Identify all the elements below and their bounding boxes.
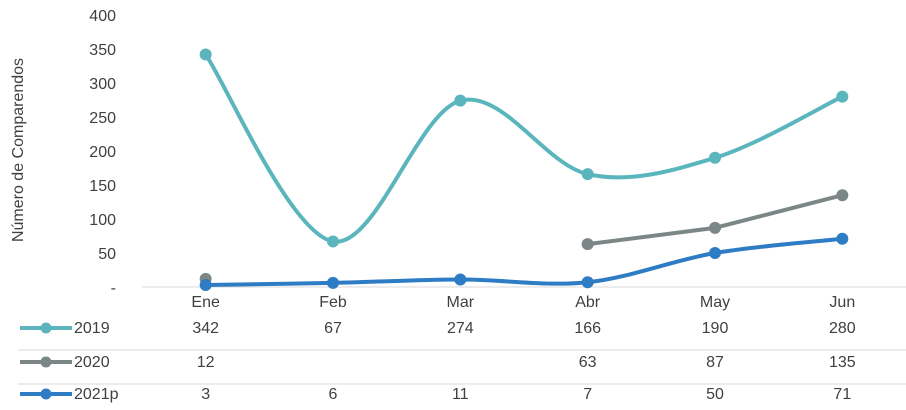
data-point-2021p (199, 278, 212, 291)
legend-label-2020: 2020 (74, 354, 110, 371)
data-label: 67 (324, 320, 342, 337)
y-tick-label: - (111, 280, 116, 297)
data-label: 190 (702, 320, 729, 337)
data-point-2021p (709, 247, 721, 259)
data-label: 135 (829, 354, 856, 371)
data-point-2019 (199, 48, 212, 61)
series-points (199, 48, 849, 291)
data-point-2020 (581, 238, 594, 251)
x-tick-label: Feb (319, 294, 347, 311)
data-point-2021p (327, 276, 339, 289)
y-tick-label: 100 (89, 212, 116, 229)
data-label: 71 (833, 386, 851, 403)
y-tick-label: 150 (89, 178, 116, 195)
series-line-2019 (203, 52, 845, 244)
data-label: 50 (706, 386, 724, 403)
y-tick-label: 350 (89, 42, 116, 59)
legend-marker-2019 (40, 322, 52, 334)
data-label: 166 (574, 320, 601, 337)
x-tick-label: Abr (575, 294, 601, 311)
legend-label-2019: 2019 (74, 320, 110, 337)
legend-label-2021p: 2021p (74, 386, 119, 403)
data-label: 280 (829, 320, 856, 337)
y-tick-label: 50 (98, 246, 116, 263)
legend-marker-2021p (40, 388, 52, 400)
data-point-2021p (454, 273, 467, 286)
data-point-2020 (709, 221, 721, 234)
data-label: 7 (583, 386, 592, 403)
data-point-2019 (709, 151, 721, 164)
data-label: 342 (192, 320, 219, 337)
y-axis: - 50 100 150 200 250 300 350 400 (89, 8, 116, 297)
y-tick-label: 400 (89, 8, 116, 25)
data-point-2021p (836, 232, 849, 245)
x-tick-label: Mar (447, 294, 475, 311)
data-label: 87 (706, 354, 724, 371)
data-point-2019 (327, 235, 339, 248)
x-axis: Ene Feb Mar Abr May Jun (142, 286, 906, 311)
data-label: 3 (201, 386, 210, 403)
x-tick-label: May (700, 294, 730, 311)
y-tick-label: 250 (89, 110, 116, 127)
series-line-2020 (585, 193, 845, 247)
x-tick-label: Jun (829, 294, 855, 311)
data-label: 12 (197, 354, 215, 371)
data-label: 274 (447, 320, 474, 337)
data-point-2019 (836, 90, 849, 103)
y-axis-title: Número de Comparendos (10, 58, 27, 242)
data-point-2020 (836, 189, 849, 202)
data-label: 6 (329, 386, 338, 403)
legend-marker-2020 (40, 356, 52, 368)
series-lines (203, 52, 845, 287)
series-line-2021p (203, 236, 845, 287)
data-point-2019 (454, 94, 467, 107)
data-point-2021p (581, 276, 594, 289)
data-point-2019 (581, 168, 594, 181)
y-tick-label: 300 (89, 76, 116, 93)
data-label: 11 (452, 386, 469, 403)
data-table-lines (18, 349, 906, 385)
data-label: 63 (579, 354, 597, 371)
x-tick-label: Ene (191, 294, 220, 311)
y-tick-label: 200 (89, 144, 116, 161)
